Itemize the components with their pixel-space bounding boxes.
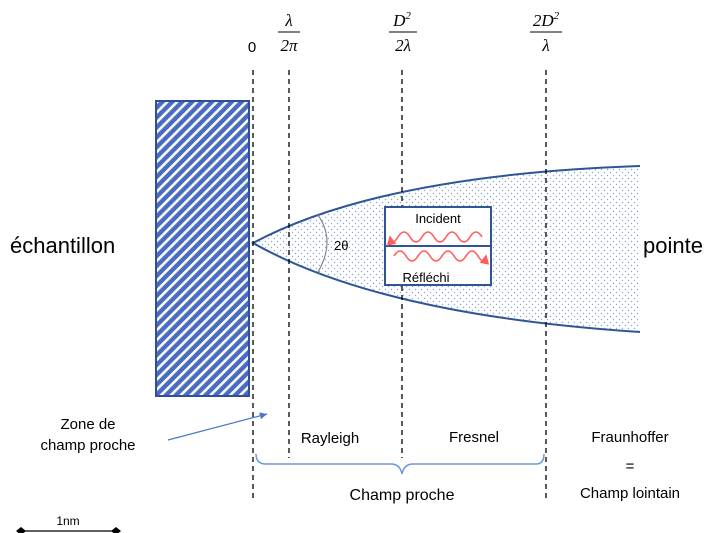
incident-label: Incident bbox=[415, 211, 461, 226]
formula-3-base: D bbox=[540, 11, 554, 30]
formula-2-numerator: D2 bbox=[392, 10, 411, 30]
far-field-label: Champ lointain bbox=[580, 485, 680, 502]
formula-3-denominator: λ bbox=[541, 36, 549, 55]
formula-2-exponent: 2 bbox=[405, 10, 411, 22]
near-zone-label-line1: Zone de bbox=[60, 416, 115, 433]
scale-bar-label: 1nm bbox=[56, 514, 79, 528]
reflected-wave bbox=[393, 250, 490, 265]
formula-3-exponent: 2 bbox=[554, 10, 560, 22]
rayleigh-label: Rayleigh bbox=[301, 430, 359, 447]
fresnel-label: Fresnel bbox=[449, 429, 499, 446]
incident-wave bbox=[386, 231, 483, 246]
formula-lambda-over-2pi: λ 2π bbox=[278, 11, 300, 55]
formula-1-denominator: 2π bbox=[280, 36, 298, 55]
tip-label: pointe bbox=[643, 233, 703, 258]
reflected-label: Réfléchi bbox=[403, 270, 450, 285]
scale-bar-right-diamond bbox=[111, 527, 121, 533]
boundary-zero-label: 0 bbox=[248, 39, 256, 56]
near-zone-label-line2: champ proche bbox=[40, 437, 135, 454]
angle-label: 2θ bbox=[334, 238, 348, 253]
angle-arc bbox=[317, 214, 328, 273]
formula-1-numerator: λ bbox=[284, 11, 292, 30]
formula-2-base: D bbox=[392, 11, 406, 30]
equals-label: = bbox=[626, 458, 635, 475]
sample-label: échantillon bbox=[10, 233, 115, 258]
fraunhofer-label: Fraunhoffer bbox=[591, 429, 668, 446]
scale-bar: 1nm bbox=[16, 514, 121, 533]
scale-bar-left-diamond bbox=[16, 527, 26, 533]
formula-3-coefficient: 2 bbox=[533, 11, 542, 30]
near-field-brace bbox=[255, 453, 545, 475]
formula-3-numerator: 2D2 bbox=[533, 10, 560, 30]
formula-2d2-over-lambda: 2D2 λ bbox=[530, 10, 562, 55]
formula-d2-over-2lambda: D2 2λ bbox=[389, 10, 417, 55]
near-field-label: Champ proche bbox=[350, 487, 455, 504]
formula-2-denominator: 2λ bbox=[395, 36, 411, 55]
near-zone-callout-arrow bbox=[167, 412, 268, 441]
sample-block bbox=[155, 100, 250, 397]
